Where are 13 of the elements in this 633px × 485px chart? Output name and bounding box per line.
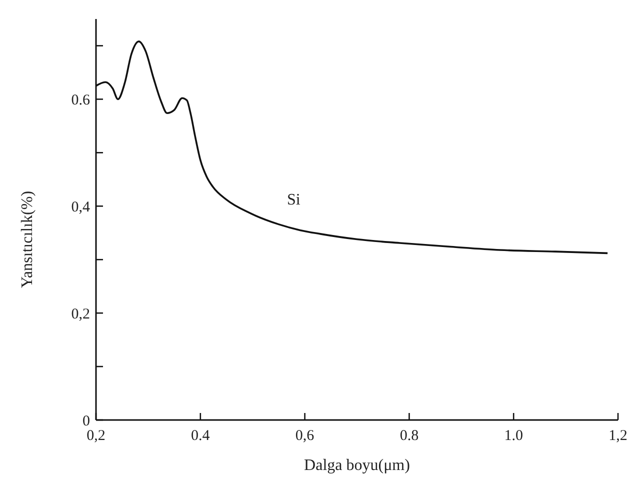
y-tick-label: 0,2 — [71, 306, 90, 322]
y-tick-label: 0.6 — [71, 92, 90, 108]
y-axis-title: Yansıtıcılık(%) — [19, 190, 36, 288]
x-axis-title: Dalga boyu(μm) — [304, 457, 410, 474]
x-tick-label: 0.8 — [400, 428, 419, 444]
x-tick-label: 0,2 — [86, 428, 106, 444]
x-tick-label: 1,2 — [608, 428, 628, 444]
x-tick-label: 1.0 — [504, 428, 523, 444]
x-tick-label: 0,6 — [295, 428, 315, 444]
y-tick-label: 0 — [82, 413, 90, 430]
y-tick-label: 0,4 — [71, 199, 90, 216]
series-label: Si — [287, 191, 301, 208]
x-tick-label: 0.4 — [191, 428, 210, 444]
